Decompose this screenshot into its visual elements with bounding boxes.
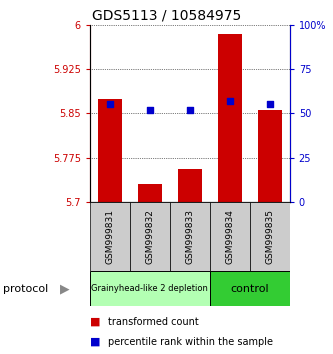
Text: ▶: ▶ <box>60 282 70 295</box>
Bar <box>258 110 282 202</box>
Bar <box>98 98 122 202</box>
Point <box>227 98 232 104</box>
Bar <box>178 169 202 202</box>
Text: control: control <box>230 284 269 293</box>
Text: GSM999835: GSM999835 <box>265 209 274 264</box>
Text: GDS5113 / 10584975: GDS5113 / 10584975 <box>92 9 241 23</box>
Bar <box>90 271 210 306</box>
Bar <box>138 184 162 202</box>
Bar <box>90 202 130 271</box>
Bar <box>210 202 250 271</box>
Bar <box>130 202 170 271</box>
Text: GSM999831: GSM999831 <box>105 209 115 264</box>
Text: GSM999834: GSM999834 <box>225 209 234 264</box>
Point <box>147 107 153 113</box>
Point <box>187 107 192 113</box>
Point <box>267 102 272 107</box>
Bar <box>210 271 290 306</box>
Text: ■: ■ <box>90 337 101 347</box>
Text: GSM999832: GSM999832 <box>145 209 155 264</box>
Text: transformed count: transformed count <box>108 317 199 327</box>
Bar <box>170 202 210 271</box>
Bar <box>250 202 290 271</box>
Bar <box>218 34 242 202</box>
Text: percentile rank within the sample: percentile rank within the sample <box>108 337 273 347</box>
Point <box>107 102 113 107</box>
Text: Grainyhead-like 2 depletion: Grainyhead-like 2 depletion <box>92 284 208 293</box>
Text: ■: ■ <box>90 317 101 327</box>
Text: protocol: protocol <box>3 284 49 293</box>
Text: GSM999833: GSM999833 <box>185 209 194 264</box>
